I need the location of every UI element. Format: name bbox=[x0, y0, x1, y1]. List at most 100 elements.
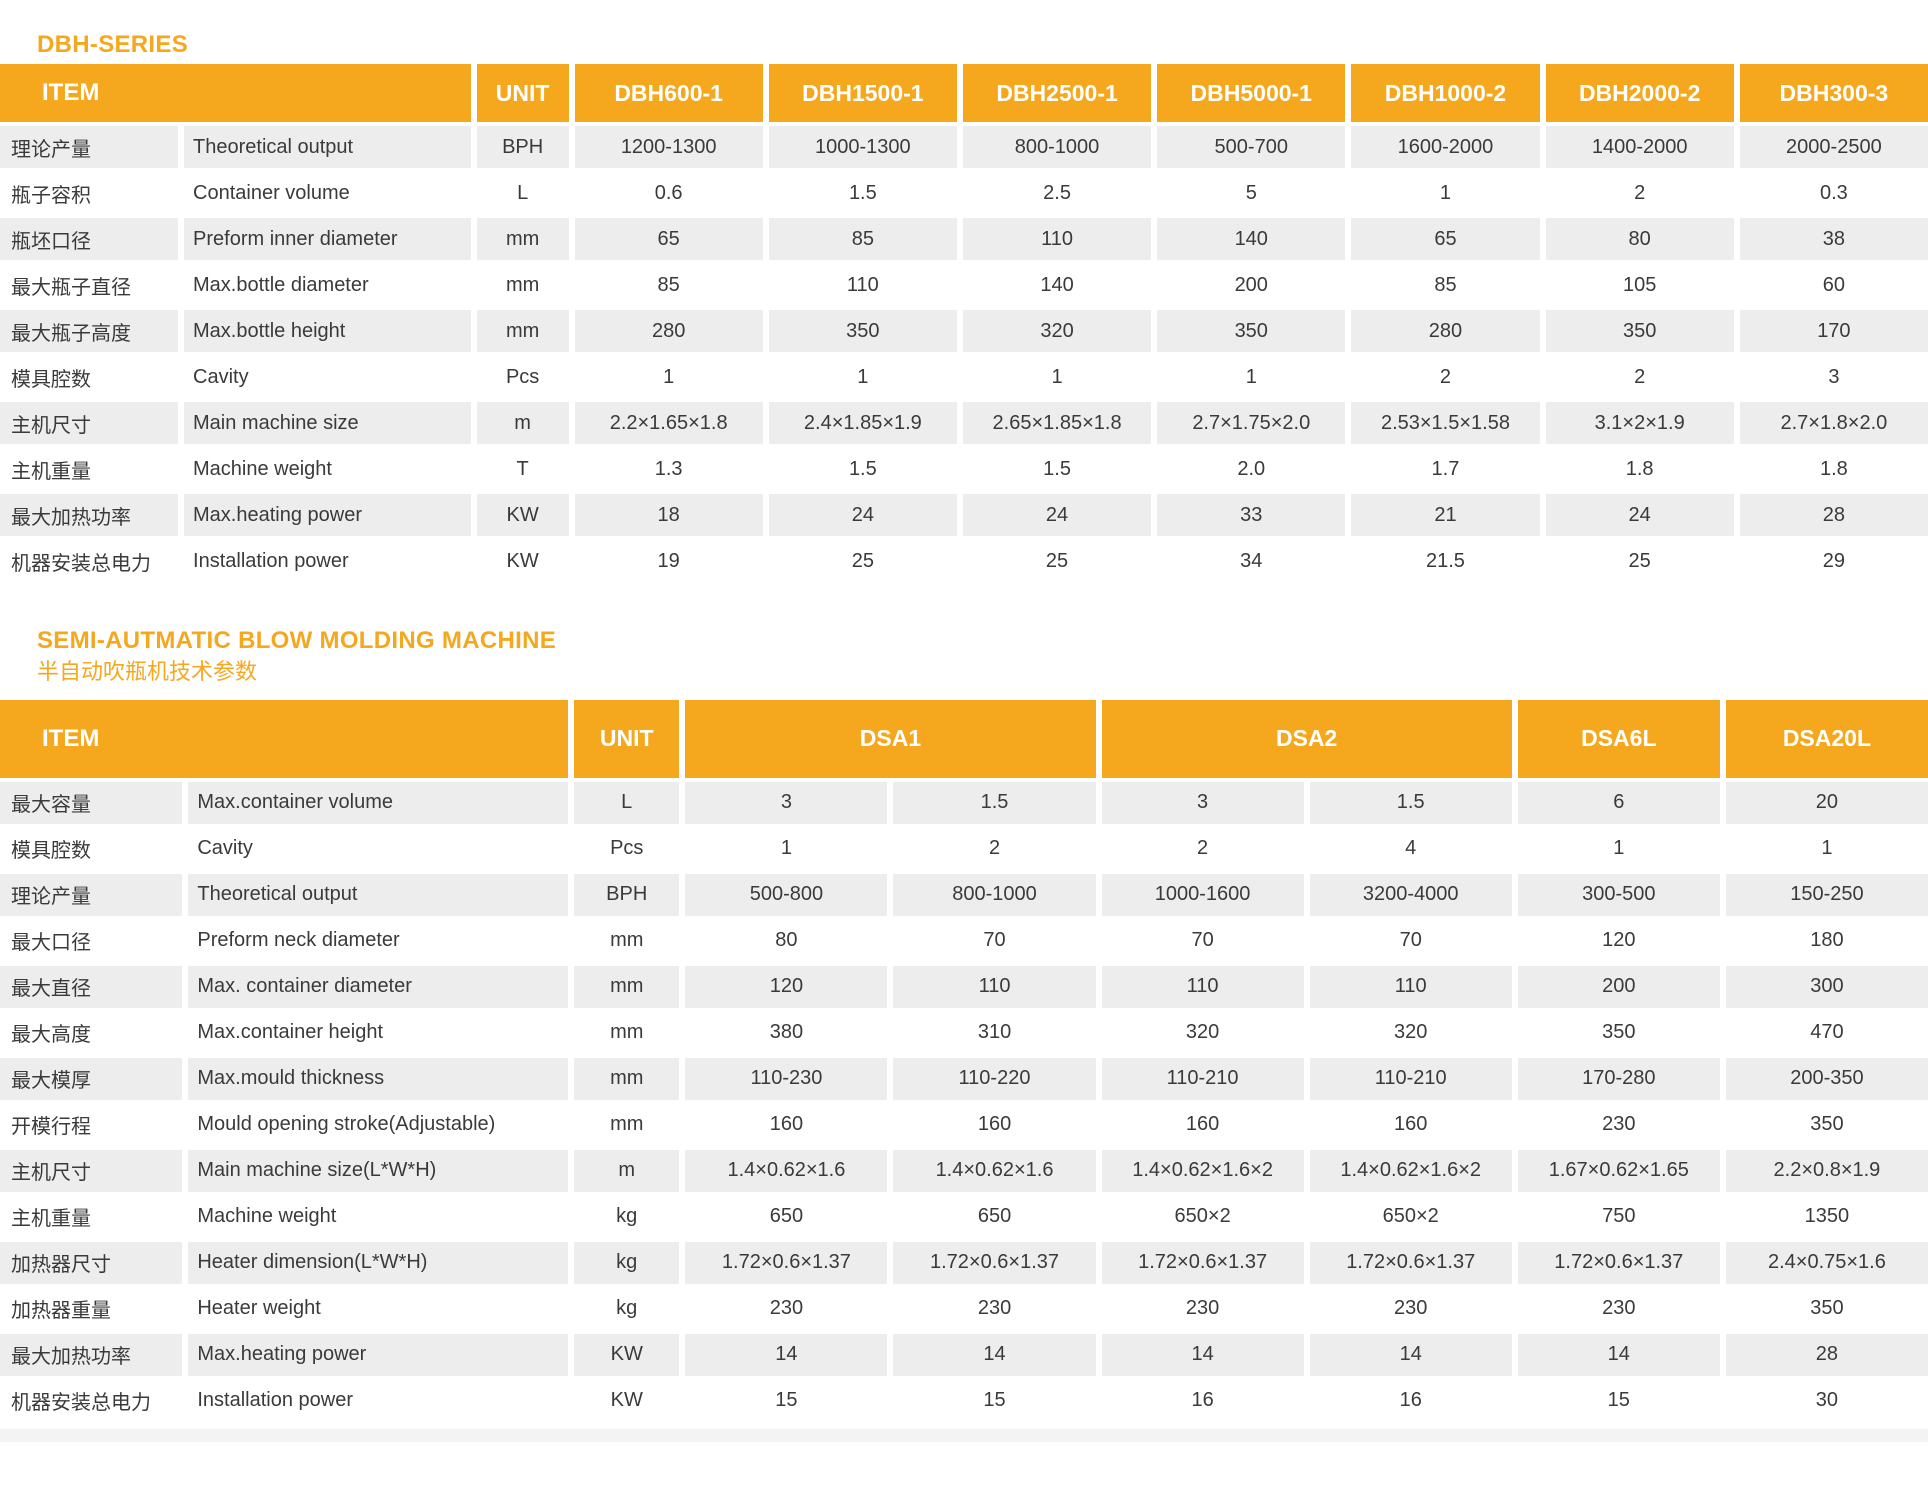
value-cell: 1000-1300 bbox=[768, 126, 957, 168]
value-cell: 3 bbox=[685, 781, 888, 824]
row-unit: mm bbox=[574, 965, 680, 1008]
row-label-en: Max. container diameter bbox=[188, 965, 569, 1008]
row-unit: KW bbox=[476, 540, 569, 582]
value-cell: 85 bbox=[1351, 264, 1540, 306]
unit-header: UNIT bbox=[476, 64, 569, 122]
value-cell: 65 bbox=[1351, 218, 1540, 260]
row-label-en: Heater weight bbox=[188, 1287, 569, 1330]
value-cell: 170-280 bbox=[1517, 1057, 1720, 1100]
row-label-en: Cavity bbox=[188, 827, 569, 870]
value-cell: 1.72×0.6×1.37 bbox=[893, 1241, 1096, 1284]
row-unit: Pcs bbox=[476, 356, 569, 398]
value-cell: 1.4×0.62×1.6 bbox=[893, 1149, 1096, 1192]
value-cell: 750 bbox=[1517, 1195, 1720, 1238]
value-cell: 16 bbox=[1101, 1379, 1304, 1422]
row-unit: KW bbox=[476, 494, 569, 536]
value-cell: 800-1000 bbox=[893, 873, 1096, 916]
row-label-cn: 理论产量 bbox=[0, 126, 179, 168]
value-cell: 300 bbox=[1725, 965, 1928, 1008]
table-row: 主机尺寸 Main machine size m 2.2×1.65×1.8 2.4×1.… bbox=[0, 402, 1928, 444]
value-cell: 1.5 bbox=[893, 781, 1096, 824]
cropped-next-row-strip bbox=[0, 1428, 1928, 1442]
spec-sheet-page: DBH-SERIES ITEM UNIT DBH600-1 DBH1500-1 DBH2… bbox=[0, 30, 1928, 1442]
row-unit: m bbox=[574, 1149, 680, 1192]
row-unit: kg bbox=[574, 1195, 680, 1238]
value-cell: 350 bbox=[1517, 1011, 1720, 1054]
row-label-en: Machine weight bbox=[184, 448, 471, 490]
value-cell: 1 bbox=[685, 827, 888, 870]
value-cell: 70 bbox=[1309, 919, 1512, 962]
value-cell: 1.5 bbox=[768, 172, 957, 214]
row-label-cn: 理论产量 bbox=[0, 873, 183, 916]
value-cell: 28 bbox=[1725, 1333, 1928, 1376]
table-row: 瓶坯口径 Preform inner diameter mm 65 85 110 140 65… bbox=[0, 218, 1928, 260]
value-cell: 2.4×0.75×1.6 bbox=[1725, 1241, 1928, 1284]
value-cell: 15 bbox=[893, 1379, 1096, 1422]
value-cell: 320 bbox=[962, 310, 1152, 352]
model-header-dsa1: DSA1 bbox=[685, 699, 1096, 778]
value-cell: 1.4×0.62×1.6×2 bbox=[1309, 1149, 1512, 1192]
table-row: 最大瓶子直径 Max.bottle diameter mm 85 110 140 200 85… bbox=[0, 264, 1928, 306]
value-cell: 25 bbox=[1545, 540, 1734, 582]
value-cell: 350 bbox=[1545, 310, 1734, 352]
value-cell: 25 bbox=[962, 540, 1152, 582]
value-cell: 150-250 bbox=[1725, 873, 1928, 916]
row-label-en: Container volume bbox=[184, 172, 471, 214]
value-cell: 4 bbox=[1309, 827, 1512, 870]
row-label-cn: 最大直径 bbox=[0, 965, 183, 1008]
dbh-series-table: ITEM UNIT DBH600-1 DBH1500-1 DBH2500-1 DBH500… bbox=[0, 60, 1928, 586]
row-label-cn: 最大加热功率 bbox=[0, 1333, 183, 1376]
model-header-dbh2000-2: DBH2000-2 bbox=[1545, 64, 1734, 122]
table-row: 模具腔数 Cavity Pcs 1 1 1 1 2 2 3 bbox=[0, 356, 1928, 398]
value-cell: 110 bbox=[1101, 965, 1304, 1008]
table-row: 开模行程 Mould opening stroke(Adjustable) mm 16… bbox=[0, 1103, 1928, 1146]
value-cell: 3 bbox=[1739, 356, 1928, 398]
value-cell: 1.8 bbox=[1545, 448, 1734, 490]
value-cell: 1 bbox=[574, 356, 763, 398]
value-cell: 0.6 bbox=[574, 172, 763, 214]
value-cell: 110 bbox=[893, 965, 1096, 1008]
value-cell: 5 bbox=[1157, 172, 1346, 214]
value-cell: 14 bbox=[1309, 1333, 1512, 1376]
row-label-cn: 主机重量 bbox=[0, 1195, 183, 1238]
value-cell: 1.72×0.6×1.37 bbox=[685, 1241, 888, 1284]
value-cell: 650×2 bbox=[1309, 1195, 1512, 1238]
row-label-en: Max.bottle diameter bbox=[184, 264, 471, 306]
row-unit: kg bbox=[574, 1241, 680, 1284]
value-cell: 230 bbox=[1517, 1103, 1720, 1146]
header-row: ITEM UNIT DBH600-1 DBH1500-1 DBH2500-1 DBH500… bbox=[0, 64, 1928, 122]
dbh-series-section: DBH-SERIES ITEM UNIT DBH600-1 DBH1500-1 DBH2… bbox=[0, 30, 1928, 586]
value-cell: 70 bbox=[893, 919, 1096, 962]
value-cell: 160 bbox=[893, 1103, 1096, 1146]
model-header-dbh300-3: DBH300-3 bbox=[1739, 64, 1928, 122]
value-cell: 2 bbox=[1545, 356, 1734, 398]
value-cell: 650 bbox=[893, 1195, 1096, 1238]
value-cell: 85 bbox=[574, 264, 763, 306]
model-header-dsa2: DSA2 bbox=[1101, 699, 1512, 778]
value-cell: 3 bbox=[1101, 781, 1304, 824]
value-cell: 1.67×0.62×1.65 bbox=[1517, 1149, 1720, 1192]
table2-subtitle-cn: 半自动吹瓶机技术参数 bbox=[37, 659, 258, 684]
value-cell: 650×2 bbox=[1101, 1195, 1304, 1238]
row-label-cn: 机器安装总电力 bbox=[0, 540, 179, 582]
table-row: 加热器尺寸 Heater dimension(L*W*H) kg 1.72×0.6×1… bbox=[0, 1241, 1928, 1284]
row-label-cn: 最大加热功率 bbox=[0, 494, 179, 536]
table-row: 主机重量 Machine weight T 1.3 1.5 1.5 2.0 1.7 1.8 1.8 bbox=[0, 448, 1928, 490]
value-cell: 70 bbox=[1101, 919, 1304, 962]
value-cell: 1600-2000 bbox=[1351, 126, 1540, 168]
table-row: 模具腔数 Cavity Pcs 1 2 2 4 1 1 bbox=[0, 827, 1928, 870]
table-row: 最大模厚 Max.mould thickness mm 110-230 110-220 1… bbox=[0, 1057, 1928, 1100]
row-label-cn: 加热器重量 bbox=[0, 1287, 183, 1330]
row-unit: KW bbox=[574, 1379, 680, 1422]
value-cell: 1400-2000 bbox=[1545, 126, 1734, 168]
value-cell: 300-500 bbox=[1517, 873, 1720, 916]
value-cell: 2.65×1.85×1.8 bbox=[962, 402, 1152, 444]
value-cell: 160 bbox=[685, 1103, 888, 1146]
model-header-dbh600-1: DBH600-1 bbox=[574, 64, 763, 122]
value-cell: 2 bbox=[1101, 827, 1304, 870]
value-cell: 2.53×1.5×1.58 bbox=[1351, 402, 1540, 444]
value-cell: 110 bbox=[1309, 965, 1512, 1008]
model-header-dbh5000-1: DBH5000-1 bbox=[1157, 64, 1346, 122]
value-cell: 320 bbox=[1101, 1011, 1304, 1054]
row-label-en: Preform neck diameter bbox=[188, 919, 569, 962]
